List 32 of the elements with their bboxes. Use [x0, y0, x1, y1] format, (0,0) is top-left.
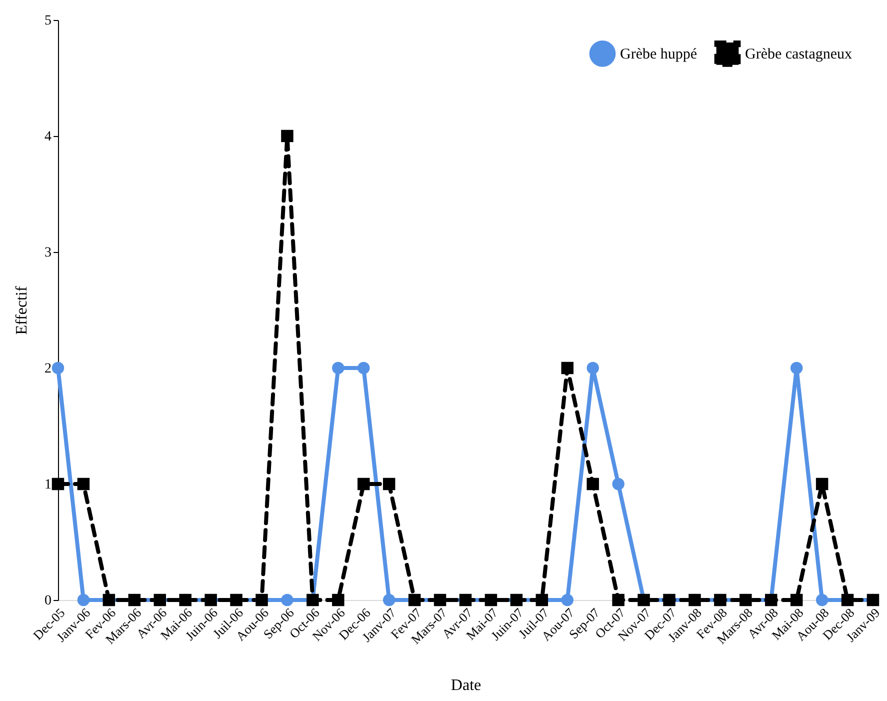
point	[281, 130, 294, 142]
point	[281, 594, 294, 606]
point	[382, 594, 396, 606]
y-axis-title: Effectif	[14, 286, 30, 335]
point	[358, 478, 370, 490]
legend-label: Grèbe huppé	[620, 46, 698, 63]
point	[816, 594, 828, 606]
point	[382, 478, 396, 490]
point	[586, 362, 599, 374]
point	[332, 362, 344, 374]
point	[612, 594, 624, 606]
point	[612, 478, 624, 490]
y-tick-label: 3	[44, 246, 52, 260]
point	[52, 478, 64, 490]
point	[790, 594, 803, 606]
point	[561, 594, 574, 606]
point	[586, 478, 599, 490]
point	[561, 362, 574, 374]
point	[52, 362, 64, 374]
point	[77, 478, 90, 490]
y-tick-label: 1	[44, 478, 52, 492]
x-axis-title: Date	[450, 676, 482, 694]
point	[816, 478, 828, 490]
y-tick-label: 5	[44, 14, 52, 28]
y-tick-label: 2	[44, 362, 52, 376]
point	[77, 594, 90, 606]
point	[332, 594, 344, 606]
point	[358, 362, 370, 374]
y-tick-label: 0	[44, 594, 52, 608]
y-tick-label: 4	[44, 130, 52, 144]
legend-label: Grèbe castagneux	[745, 46, 853, 63]
point	[790, 362, 803, 374]
